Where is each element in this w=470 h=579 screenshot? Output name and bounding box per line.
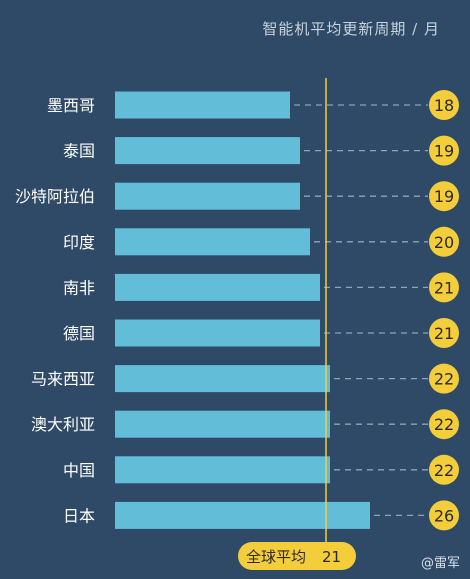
value-label: 20 <box>434 233 454 252</box>
value-badge <box>429 90 459 120</box>
value-label: 22 <box>434 370 454 389</box>
bar <box>115 182 300 210</box>
bar <box>115 501 370 529</box>
value-badge <box>429 272 459 303</box>
bar <box>115 91 290 119</box>
value-label: 19 <box>434 142 454 161</box>
value-badge <box>429 454 459 485</box>
value-badge <box>429 318 459 348</box>
value-label: 22 <box>434 461 454 480</box>
value-label: 21 <box>434 324 454 343</box>
category-label: 澳大利亚 <box>31 415 95 434</box>
bar <box>115 137 300 165</box>
value-label: 18 <box>434 96 454 115</box>
category-label: 中国 <box>63 461 95 480</box>
watermark: @雷军 <box>420 556 460 571</box>
value-label: 19 <box>434 187 454 206</box>
bar <box>115 365 330 393</box>
chart-subtitle: 智能机平均更新周期 / 月 <box>262 20 440 38</box>
category-label: 南非 <box>63 278 95 297</box>
reference-label: 全球平均 <box>246 548 306 566</box>
category-label: 沙特阿拉伯 <box>15 187 95 206</box>
value-badge <box>429 500 459 531</box>
category-label: 德国 <box>63 324 95 343</box>
value-badge <box>429 409 459 440</box>
category-label: 印度 <box>63 233 95 252</box>
value-badge <box>429 226 459 257</box>
category-label: 泰国 <box>63 142 95 161</box>
value-badge <box>429 135 459 166</box>
reference-badge <box>238 542 356 570</box>
reference-value: 21 <box>322 548 341 566</box>
bar <box>115 228 310 256</box>
value-badge <box>429 181 459 212</box>
value-badge <box>429 363 459 394</box>
category-label: 日本 <box>63 506 95 525</box>
value-label: 21 <box>434 278 454 297</box>
category-label: 马来西亚 <box>31 370 95 389</box>
value-label: 22 <box>434 415 454 434</box>
bar <box>115 273 320 301</box>
category-label: 墨西哥 <box>47 96 95 115</box>
bar <box>115 319 320 347</box>
bar <box>115 456 330 484</box>
bar <box>115 410 330 438</box>
value-label: 26 <box>434 506 454 525</box>
